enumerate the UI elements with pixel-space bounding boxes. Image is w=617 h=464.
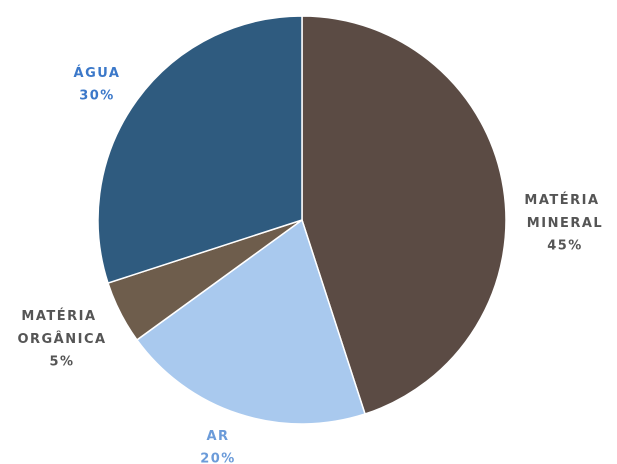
slice-value-label: 5%	[49, 355, 74, 370]
pie-slice	[97, 15, 303, 284]
slice-label: ÁGUA	[74, 65, 121, 81]
slice-value-label: 30%	[79, 89, 115, 104]
slice-label: MATÉRIA ORGÂNICA	[17, 308, 106, 347]
slice-value-label: 20%	[200, 452, 236, 464]
pie-slice	[135, 218, 366, 425]
slice-value-label: 45%	[547, 239, 583, 254]
slice-label: MATÉRIA MINERAL	[524, 192, 605, 231]
pie-slice	[301, 15, 507, 415]
slice-label: AR	[206, 429, 229, 444]
